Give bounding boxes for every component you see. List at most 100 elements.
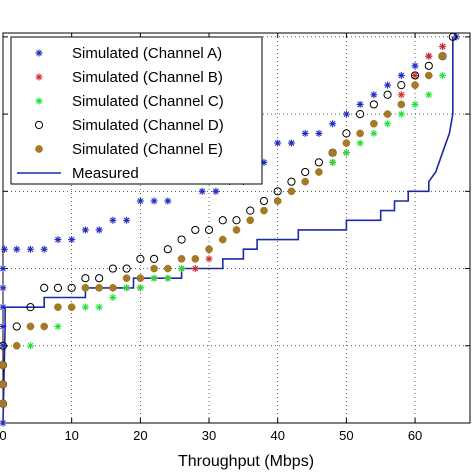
legend-label: Simulated (Channel A)	[72, 45, 222, 62]
data-point	[273, 197, 282, 205]
x-tick-label: 40	[270, 428, 284, 443]
data-point	[342, 129, 351, 138]
measured-line	[2, 36, 454, 424]
plot-frame	[2, 32, 471, 424]
data-point	[0, 265, 7, 273]
data-point	[397, 91, 405, 99]
data-point	[287, 177, 296, 186]
data-point	[95, 274, 104, 283]
x-tick-label: 0	[0, 428, 7, 443]
data-point	[260, 206, 268, 215]
legend-entry: Simulated (Channel C)	[35, 93, 224, 110]
legend-label: Simulated (Channel D)	[72, 117, 224, 134]
data-point	[342, 110, 350, 118]
data-point	[95, 226, 103, 234]
data-point	[0, 284, 7, 292]
data-point	[136, 284, 144, 292]
legend-marker	[35, 73, 43, 81]
data-point	[259, 196, 269, 206]
data-point	[95, 284, 103, 292]
data-point	[246, 206, 255, 215]
data-point	[122, 264, 131, 273]
data-point	[287, 139, 295, 147]
data-point	[122, 274, 131, 283]
data-point	[425, 91, 433, 99]
legend-entry: Simulated (Channel A)	[35, 45, 222, 62]
data-point	[13, 245, 21, 253]
data-point	[0, 245, 8, 253]
data-point	[164, 274, 172, 282]
data-point	[81, 226, 89, 234]
data-point	[109, 294, 117, 302]
data-point	[164, 197, 172, 205]
data-point	[12, 341, 21, 350]
data-point	[108, 264, 117, 273]
x-tick-label: 30	[202, 428, 216, 443]
data-point	[109, 216, 117, 224]
data-point	[109, 284, 117, 292]
data-point	[370, 129, 378, 137]
data-point	[439, 43, 447, 51]
data-point	[40, 245, 48, 253]
data-point	[424, 61, 433, 70]
data-point	[448, 32, 457, 41]
data-point	[411, 62, 419, 70]
legend-box	[10, 36, 263, 185]
data-point	[191, 265, 199, 273]
data-point	[150, 274, 158, 282]
data-point	[136, 197, 144, 205]
data-point	[397, 110, 405, 118]
data-point	[54, 236, 62, 244]
data-point	[95, 303, 103, 311]
data-point	[163, 245, 172, 254]
data-point	[205, 255, 213, 263]
data-point	[123, 284, 131, 292]
legend-label: Simulated (Channel E)	[72, 141, 223, 158]
legend-label: Simulated (Channel B)	[72, 69, 223, 86]
data-point	[212, 187, 220, 195]
data-point	[356, 109, 365, 119]
data-point	[397, 81, 406, 90]
data-point	[0, 341, 8, 350]
data-point	[301, 177, 310, 186]
data-point	[0, 322, 7, 330]
legend-label: Measured	[72, 165, 139, 182]
legend-entry: Simulated (Channel B)	[35, 69, 223, 86]
data-point	[342, 149, 350, 157]
data-point	[370, 91, 378, 99]
data-point	[177, 235, 186, 244]
data-point	[204, 225, 214, 235]
data-point	[383, 110, 392, 118]
data-point	[397, 100, 406, 109]
legend-entry: Simulated (Channel E)	[35, 141, 223, 158]
data-point	[150, 197, 158, 205]
data-point	[411, 71, 419, 79]
data-point	[178, 265, 186, 273]
data-point	[177, 255, 186, 263]
data-point	[136, 254, 145, 263]
legend-entry: Measured	[17, 165, 139, 182]
data-point	[26, 245, 34, 253]
data-point	[218, 216, 227, 225]
data-point	[0, 399, 7, 408]
data-point	[424, 71, 433, 80]
data-point	[356, 100, 364, 108]
data-point	[287, 187, 296, 196]
data-point	[53, 283, 63, 292]
data-point	[136, 274, 145, 283]
series-4	[0, 52, 447, 408]
data-point	[0, 419, 7, 427]
data-point	[411, 100, 419, 108]
data-point	[356, 129, 364, 138]
x-tick-label: 20	[133, 428, 147, 443]
data-point	[12, 322, 21, 331]
data-point	[328, 148, 337, 157]
data-point	[191, 225, 200, 235]
x-tick-label: 50	[339, 428, 353, 443]
data-point	[67, 303, 76, 312]
data-point	[0, 361, 7, 369]
data-point	[356, 139, 364, 147]
data-point	[123, 216, 131, 224]
data-point	[384, 120, 392, 128]
data-point	[26, 303, 35, 312]
